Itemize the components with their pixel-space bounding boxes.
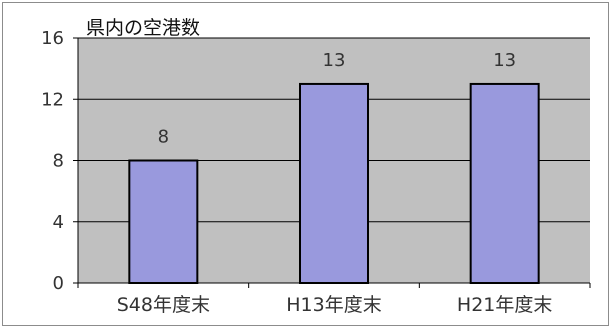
bar-0 xyxy=(128,159,199,284)
bar-1 xyxy=(299,82,369,284)
bars xyxy=(128,82,540,284)
x-tick-label-1: H13年度末 xyxy=(286,294,381,316)
bar-2 xyxy=(469,82,540,284)
chart-title: 県内の空港数 xyxy=(86,17,200,39)
data-label-2: 13 xyxy=(493,50,516,71)
x-tick-label-0: S48年度末 xyxy=(117,294,210,316)
x-axis-ticks: S48年度末 H13年度末 H21年度末 xyxy=(77,283,591,316)
y-tick-label-0: 0 xyxy=(53,273,64,294)
data-label-0: 8 xyxy=(158,127,169,148)
data-label-1: 13 xyxy=(323,50,346,71)
x-tick-label-2: H21年度末 xyxy=(457,294,552,316)
y-tick-label-12: 12 xyxy=(41,89,64,110)
y-tick-label-16: 16 xyxy=(41,28,64,49)
data-labels: 8 13 13 xyxy=(158,50,517,148)
y-axis-ticks: 0 4 8 12 16 xyxy=(41,28,78,294)
y-tick-label-4: 4 xyxy=(53,212,64,233)
y-tick-label-8: 8 xyxy=(53,151,64,172)
